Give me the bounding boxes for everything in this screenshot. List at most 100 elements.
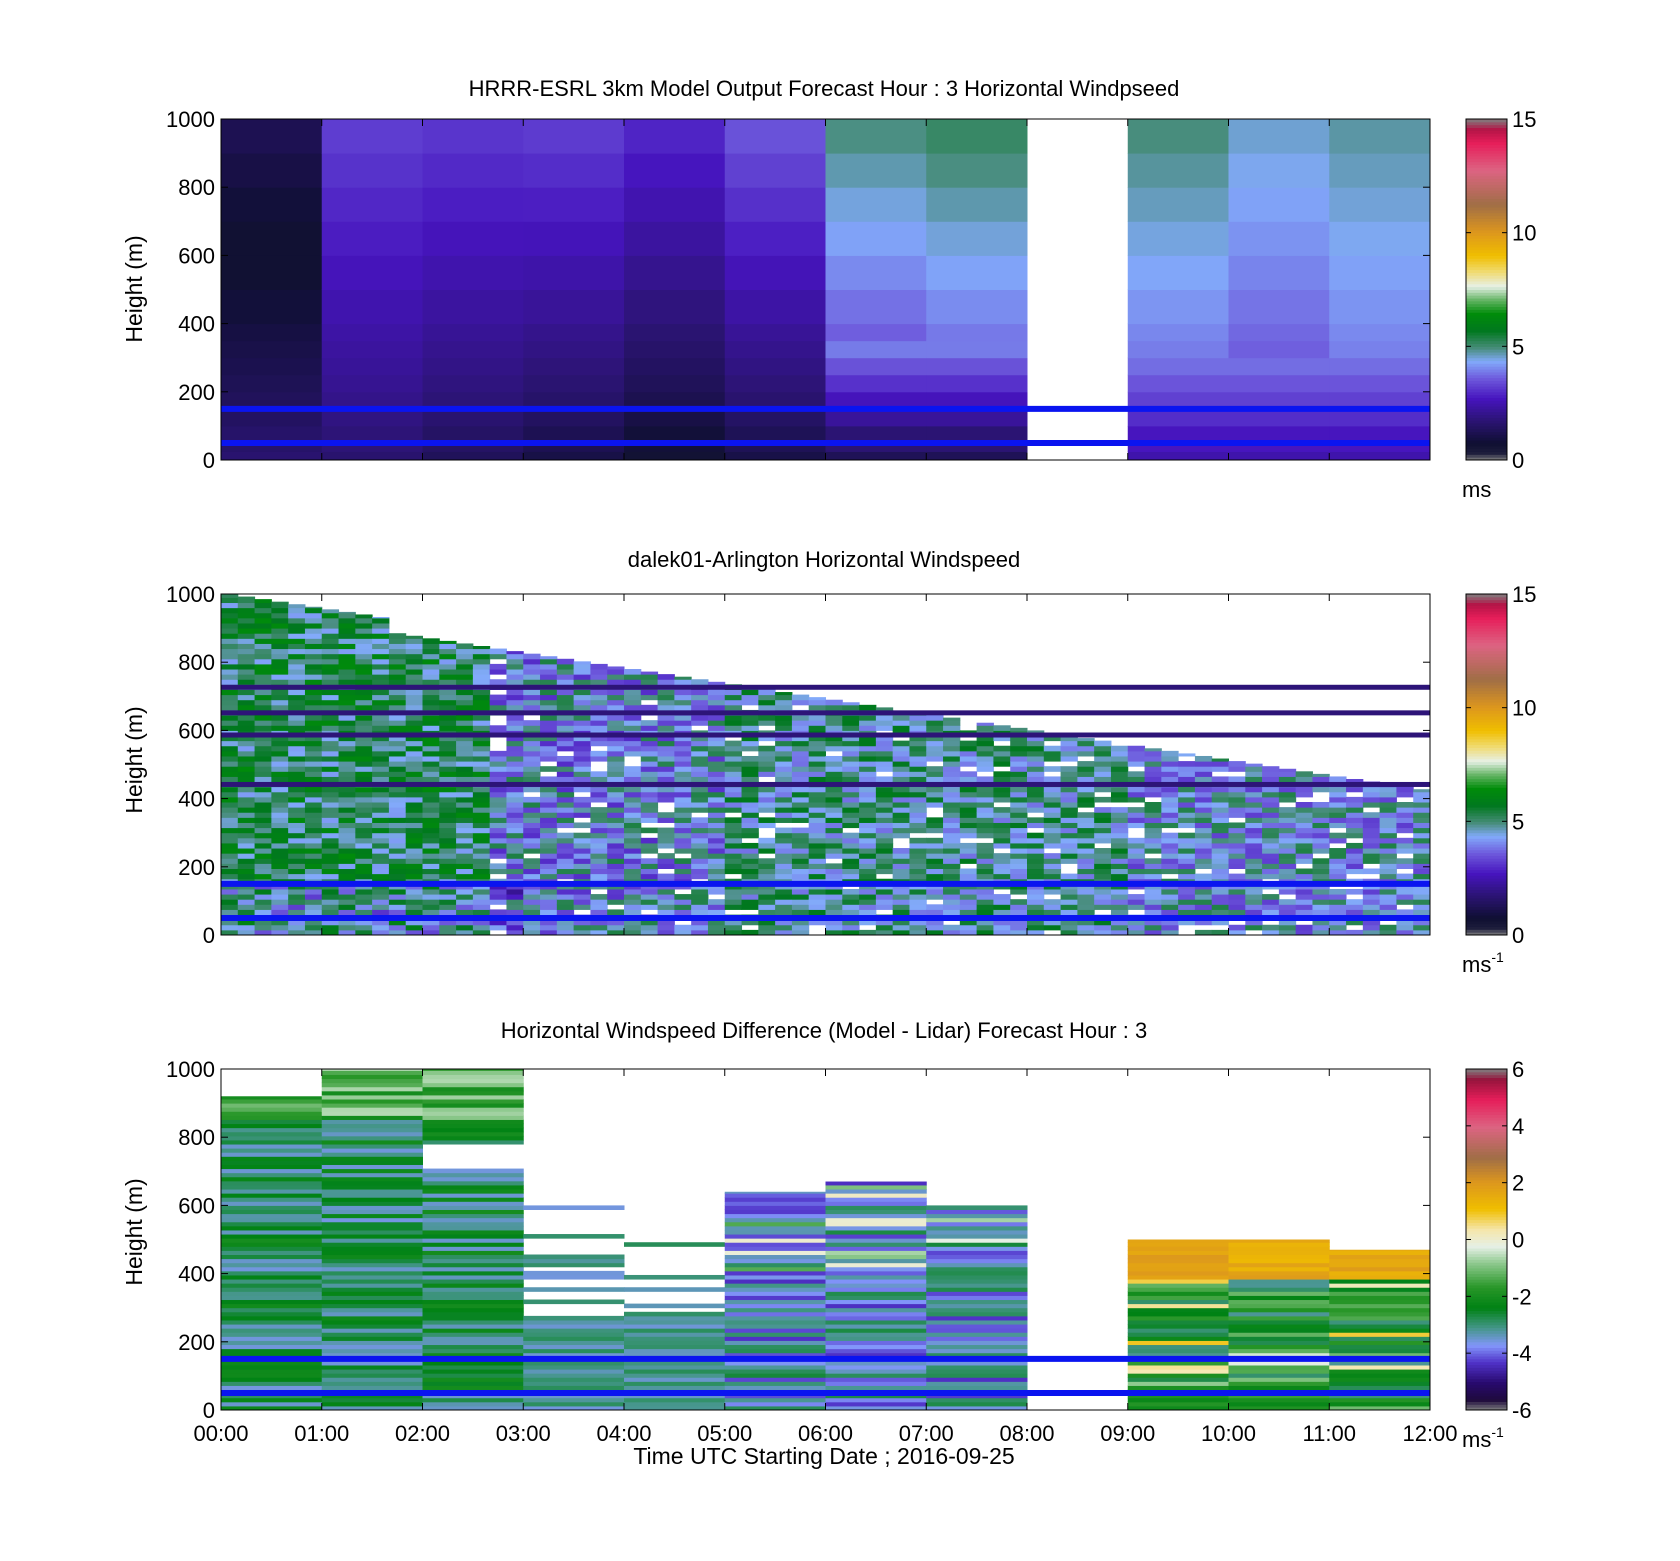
heatmap-cell	[556, 720, 575, 726]
heatmap-cell	[825, 1287, 927, 1292]
colorbar-swatch	[1466, 408, 1507, 413]
heatmap-cell	[926, 1295, 1028, 1301]
heatmap-cell	[1362, 904, 1381, 910]
heatmap-cell	[1228, 1324, 1330, 1329]
heatmap-cell	[926, 1254, 1028, 1260]
heatmap-cell	[1043, 807, 1062, 813]
heatmap-cell	[1228, 391, 1330, 410]
heatmap-cell	[825, 904, 843, 910]
heatmap-cell	[1211, 786, 1229, 793]
heatmap-cell	[556, 868, 575, 875]
heatmap-cell	[1077, 776, 1095, 783]
heatmap-cell	[1228, 873, 1246, 880]
heatmap-cell	[1094, 740, 1112, 747]
heatmap-cell	[338, 725, 356, 731]
colorbar-swatch	[1466, 758, 1507, 763]
heatmap-cell	[976, 796, 994, 803]
heatmap-cell	[808, 858, 826, 864]
heatmap-cell	[825, 802, 843, 808]
heatmap-cell	[758, 863, 776, 870]
heatmap-cell	[422, 1078, 524, 1084]
heatmap-cell	[909, 771, 927, 777]
heatmap-cell	[254, 607, 272, 614]
heatmap-cell	[590, 740, 608, 747]
heatmap-cell	[707, 786, 726, 793]
colorbar-swatch	[1466, 1250, 1507, 1255]
heatmap-cell	[221, 1201, 323, 1206]
heatmap-cell	[825, 1324, 927, 1329]
heatmap-cell	[1144, 776, 1162, 783]
heatmap-cell	[859, 755, 877, 762]
heatmap-cell	[775, 812, 793, 818]
heatmap-cell	[1295, 924, 1313, 931]
heatmap-cell	[1245, 909, 1263, 916]
colorbar-swatch	[1466, 411, 1507, 416]
heatmap-cell	[321, 1328, 423, 1333]
heatmap-cell	[775, 796, 793, 803]
heatmap-cell	[388, 832, 407, 839]
heatmap-cells	[221, 119, 1430, 460]
heatmap-cell	[1127, 807, 1146, 813]
heatmap-cell	[1262, 899, 1280, 905]
heatmap-cell	[288, 858, 306, 864]
heatmap-cell	[724, 1283, 826, 1288]
heatmap-cell	[1329, 1258, 1430, 1264]
heatmap-cell	[691, 837, 709, 844]
heatmap-cell	[926, 725, 944, 731]
heatmap-cell	[372, 827, 390, 834]
heatmap-cell	[842, 725, 860, 731]
heatmap-cell	[221, 1160, 323, 1165]
heatmap-cell	[859, 853, 877, 859]
heatmap-cell	[926, 837, 944, 844]
heatmap-cell	[355, 873, 373, 880]
heatmap-cell	[1127, 1405, 1229, 1410]
heatmap-cell	[640, 745, 659, 752]
heatmap-cell	[1278, 786, 1297, 793]
heatmap-cell	[288, 669, 306, 675]
heatmap-cell	[691, 827, 709, 834]
heatmap-cell	[607, 822, 625, 829]
heatmap-cell	[758, 761, 776, 767]
heatmap-cell	[304, 924, 323, 931]
y-tick-label: 600	[178, 243, 215, 268]
heatmap-cell	[1161, 863, 1179, 870]
heatmap-cell	[321, 1340, 423, 1346]
heatmap-cell	[1010, 868, 1028, 875]
heatmap-cell	[221, 1096, 323, 1100]
heatmap-cell	[288, 888, 306, 895]
colorbar-swatch	[1466, 1171, 1507, 1175]
heatmap-cell	[1077, 919, 1095, 926]
heatmap-cell	[422, 1279, 524, 1284]
heatmap-cell	[489, 909, 507, 916]
colorbar-swatch	[1466, 1216, 1507, 1221]
heatmap-cell	[657, 674, 675, 680]
heatmap-cell	[808, 899, 826, 905]
heatmap-cell	[271, 863, 289, 870]
heatmap-cell	[1262, 776, 1280, 783]
heatmap-cell	[825, 894, 843, 900]
heatmap-cell	[1346, 812, 1364, 818]
heatmap-cell	[1027, 899, 1045, 905]
heatmap-cell	[405, 873, 423, 880]
heatmap-cell	[321, 1144, 423, 1149]
heatmap-cell	[221, 602, 239, 609]
heatmap-cell	[254, 643, 272, 650]
heatmap-cell	[1144, 919, 1162, 926]
heatmap-cell	[791, 771, 810, 777]
heatmap-cell	[506, 791, 524, 798]
heatmap-cell	[791, 786, 810, 793]
heatmap-cell	[674, 802, 692, 808]
heatmap-cell	[405, 771, 423, 777]
heatmap-cell	[1043, 868, 1062, 875]
colorbar-swatch	[1466, 741, 1507, 746]
colorbar-swatch	[1466, 252, 1507, 256]
heatmap-cell	[422, 1311, 524, 1317]
heatmap-cell	[254, 602, 272, 609]
heatmap-cell	[825, 873, 843, 880]
colorbar-swatch	[1466, 1137, 1507, 1141]
heatmap-cell	[221, 1340, 323, 1346]
heatmap-cell	[1010, 822, 1028, 829]
heatmap-cell	[1228, 1283, 1330, 1288]
heatmap-cell	[1211, 904, 1229, 910]
heatmap-cell	[707, 755, 726, 762]
